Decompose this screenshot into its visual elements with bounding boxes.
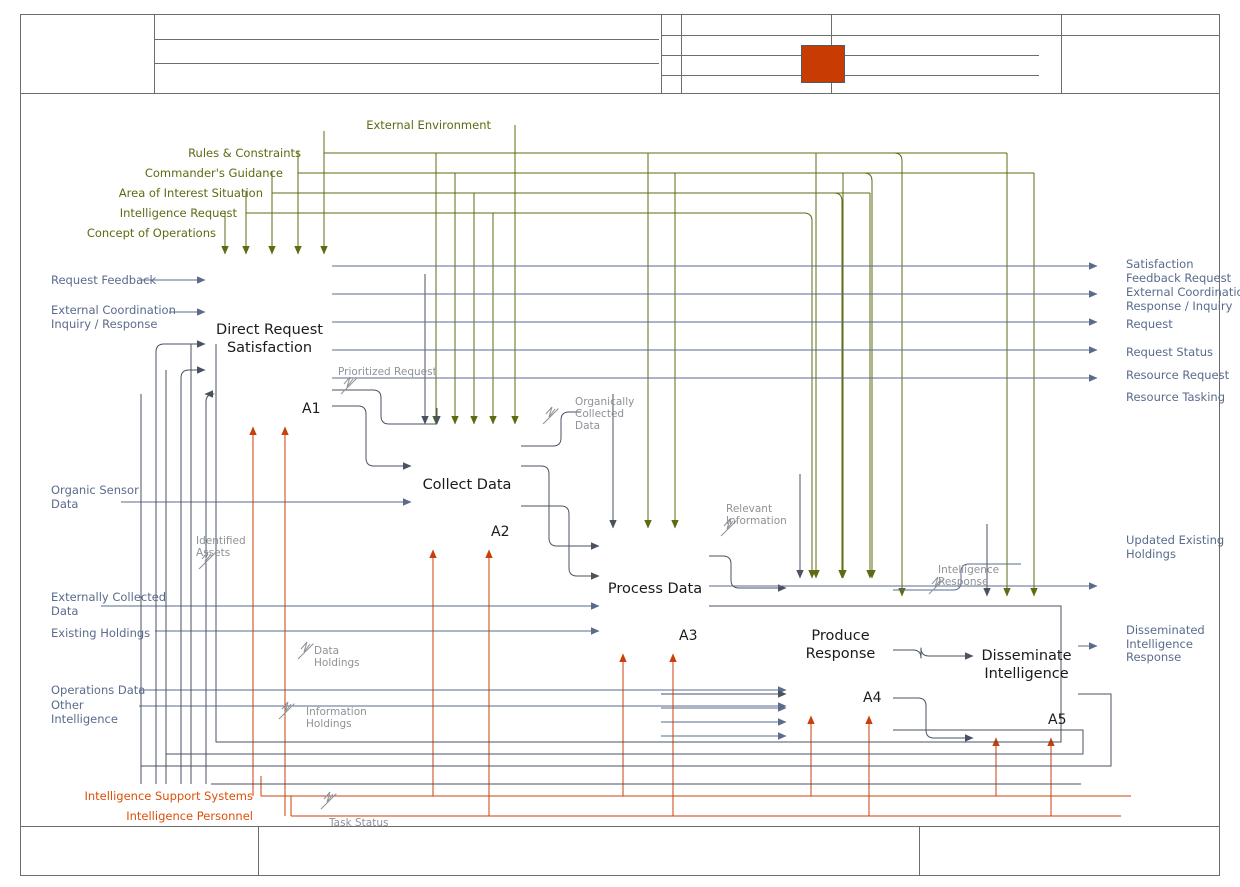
internal-flow-label: Prioritized Request <box>338 366 437 378</box>
control-label: Intelligence Request <box>119 206 237 220</box>
control-label: Rules & Constraints <box>188 146 301 160</box>
output-label: Updated Existing Holdings <box>1126 533 1225 561</box>
connector <box>893 647 974 660</box>
connector <box>893 697 974 742</box>
output-label: Request Status <box>1126 345 1214 359</box>
mechanism-label: Intelligence Personnel <box>126 809 253 823</box>
control-label: External Environment <box>366 118 491 132</box>
connector <box>324 153 436 424</box>
connector <box>521 411 581 447</box>
connector <box>709 555 787 592</box>
output-label: Disseminated Intelligence Response <box>1126 623 1205 664</box>
control-label: Area of Interest Situation <box>118 186 263 200</box>
box-label-A4: Produce Response <box>805 628 876 662</box>
output-label: Satisfaction Feedback Request <box>1126 257 1232 285</box>
label-tie <box>720 518 737 537</box>
internal-flow-label: Relevant Information <box>726 503 787 527</box>
connector <box>204 390 215 784</box>
box-id-A3: A3 <box>679 628 698 644</box>
box-id-A5: A5 <box>1048 712 1067 728</box>
output-label: Resource Request <box>1126 368 1230 382</box>
output-label: Request <box>1126 317 1173 331</box>
label-tie <box>297 641 314 660</box>
connector <box>155 340 206 784</box>
input-label: External Coordination Inquiry / Response <box>51 303 176 331</box>
connector <box>324 153 474 424</box>
box-id-A4: A4 <box>863 690 882 706</box>
footer-block <box>20 826 1220 876</box>
input-label: Request Feedback <box>51 273 157 287</box>
connector <box>332 405 412 470</box>
label-tie <box>340 376 357 395</box>
input-label: Operations Data <box>51 683 146 697</box>
label-tie <box>198 551 215 570</box>
input-label: Organic Sensor Data <box>51 483 139 511</box>
internal-flow-label: Intelligence Response <box>938 564 1000 588</box>
box-label-A3: Process Data <box>607 581 703 597</box>
connector <box>180 366 206 784</box>
control-label: Commander's Guidance <box>144 166 283 180</box>
connector <box>893 563 1021 591</box>
context-swatch <box>801 45 845 83</box>
header-block <box>20 14 1220 94</box>
connector <box>324 153 455 424</box>
output-label: External Coordination Response / Inquiry <box>1126 285 1240 313</box>
output-label: Resource Tasking <box>1126 390 1225 404</box>
connector <box>215 344 1062 743</box>
box-id-A1: A1 <box>302 401 321 417</box>
input-label: Other Intelligence <box>51 698 118 726</box>
connector <box>332 389 437 425</box>
internal-flow-label: Organically Collected Data <box>575 396 635 432</box>
diagram-canvas: External Environment Rules & Constraints C… <box>20 94 1240 829</box>
diagram-svg <box>101 125 1131 817</box>
wire-layer <box>101 125 1131 817</box>
box-label-A2: Collect Data <box>422 477 512 493</box>
internal-flow-label: Data Holdings <box>314 645 360 669</box>
internal-flow-label: Information Holdings <box>306 706 367 730</box>
box-id-A2: A2 <box>491 524 510 540</box>
box-label-A1: Direct Request Satisfaction <box>216 321 323 356</box>
mechanism-label: Intelligence Support Systems <box>84 789 253 803</box>
connector <box>521 505 600 580</box>
label-tie <box>278 701 295 720</box>
input-label: Externally Collected Data <box>51 590 167 618</box>
connector <box>246 212 816 579</box>
label-tie <box>542 406 559 425</box>
control-label: Concept of Operations <box>86 226 216 240</box>
box-label-A5: Disseminate Intelligence <box>981 648 1072 682</box>
label-tie <box>928 576 945 595</box>
internal-flow-label: Identified Assets <box>196 535 246 559</box>
label-tie <box>320 791 337 810</box>
input-label: Existing Holdings <box>51 626 151 640</box>
